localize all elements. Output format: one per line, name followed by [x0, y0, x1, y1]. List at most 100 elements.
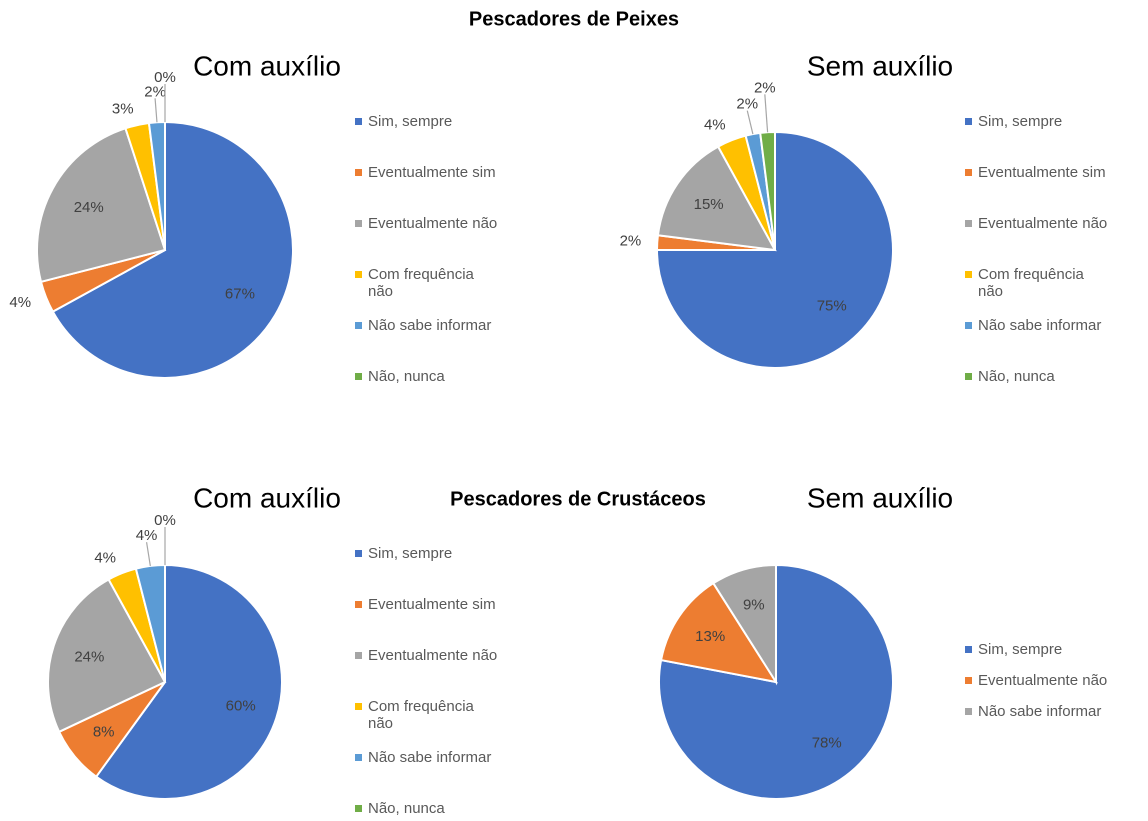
data-label: 2%: [736, 96, 758, 113]
leader-line: [746, 110, 754, 135]
pie-slice: [711, 563, 777, 686]
legend-label: Eventualmente não: [978, 672, 1108, 689]
legend-item: Não, nunca: [965, 368, 1130, 385]
legend-item: Eventualmente sim: [355, 164, 520, 181]
legend-label: Sim, sempre: [978, 113, 1063, 130]
data-label: 4%: [704, 116, 726, 133]
legend-item: Sim, sempre: [965, 113, 1130, 130]
legend-item: Eventualmente não: [965, 672, 1130, 689]
pie-slice: [656, 145, 777, 252]
data-label: 9%: [743, 597, 765, 614]
data-label: 2%: [144, 83, 166, 100]
legend-label: Eventualmente não: [368, 215, 498, 232]
legend-label: Não sabe informar: [368, 749, 492, 766]
legend-swatch: [965, 169, 972, 176]
legend-swatch: [965, 271, 972, 278]
legend-label: Com frequência não: [368, 266, 474, 300]
legend-swatch: [965, 373, 972, 380]
heading: Pescadores de Crustáceos: [450, 488, 706, 510]
legend-item: Com frequência não: [355, 266, 520, 300]
legend-item: Eventualmente não: [965, 215, 1130, 232]
legend-item: Sim, sempre: [355, 113, 520, 130]
legend-swatch: [355, 220, 362, 227]
legend-item: Com frequência não: [355, 698, 520, 732]
legend-swatch: [965, 708, 972, 715]
legend-item: Eventualmente não: [355, 215, 520, 232]
chart-title: Com auxílio: [193, 50, 341, 81]
legend-item: Sim, sempre: [355, 545, 520, 562]
chart-title: Com auxílio: [193, 482, 341, 513]
legend-swatch: [355, 271, 362, 278]
pie-slice: [36, 127, 167, 284]
legend-label: Eventualmente sim: [978, 164, 1106, 181]
legend-swatch: [965, 646, 972, 653]
legend-label: Não sabe informar: [368, 317, 492, 334]
legend-item: Eventualmente sim: [965, 164, 1130, 181]
legend-label: Eventualmente sim: [368, 596, 496, 613]
pie-slice: [51, 120, 294, 379]
leader-line: [145, 542, 151, 567]
heading: Pescadores de Peixes: [469, 8, 679, 30]
legend-item: Não, nunca: [355, 800, 520, 817]
data-label: 4%: [9, 294, 31, 311]
legend-item: Não sabe informar: [965, 317, 1130, 334]
legend-label: Não sabe informar: [978, 317, 1102, 334]
legend-label: Não, nunca: [368, 368, 445, 385]
legend-item: Não sabe informar: [965, 703, 1130, 720]
data-label: 78%: [812, 734, 842, 751]
legend-swatch: [355, 169, 362, 176]
legend-label: Não, nunca: [368, 800, 445, 817]
leader-line: [154, 98, 158, 123]
legend-swatch: [965, 220, 972, 227]
data-label: 15%: [694, 196, 724, 213]
legend-item: Não sabe informar: [355, 749, 520, 766]
legend-item: Eventualmente não: [355, 647, 520, 664]
data-label: 24%: [74, 648, 104, 665]
legend-item: Eventualmente sim: [355, 596, 520, 613]
pie-slice: [655, 130, 894, 369]
legend-label: Não, nunca: [978, 368, 1055, 385]
leader-line: [764, 94, 769, 133]
legend-label: Com frequência não: [368, 698, 474, 732]
pie-slice: [94, 563, 283, 800]
data-label: 67%: [225, 285, 255, 302]
legend-label: Sim, sempre: [978, 641, 1063, 658]
legend-swatch: [355, 754, 362, 761]
legend-swatch: [355, 601, 362, 608]
legend-label: Eventualmente sim: [368, 164, 496, 181]
legend-label: Eventualmente não: [368, 647, 498, 664]
data-label: 2%: [754, 79, 776, 96]
legend-swatch: [965, 677, 972, 684]
data-label: 2%: [620, 233, 642, 250]
chart-title: Sem auxílio: [807, 50, 953, 81]
legend-swatch: [965, 322, 972, 329]
data-label: 60%: [226, 698, 256, 715]
legend-swatch: [355, 118, 362, 125]
chart-title: Sem auxílio: [807, 482, 953, 513]
legend-item: Não sabe informar: [355, 317, 520, 334]
legend-item: Não, nunca: [355, 368, 520, 385]
legend-swatch: [355, 550, 362, 557]
legend-swatch: [355, 652, 362, 659]
pie-slice: [659, 581, 779, 684]
data-label: 24%: [74, 199, 104, 216]
legend-swatch: [355, 373, 362, 380]
legend-swatch: [355, 322, 362, 329]
legend-item: Sim, sempre: [965, 641, 1130, 658]
legend-swatch: [965, 118, 972, 125]
legend-label: Com frequência não: [978, 266, 1084, 300]
legend-swatch: [355, 703, 362, 710]
data-label: 4%: [94, 549, 116, 566]
legend-swatch: [355, 805, 362, 812]
legend-label: Eventualmente não: [978, 215, 1108, 232]
data-label: 13%: [695, 628, 725, 645]
data-label: 3%: [112, 100, 134, 117]
legend-label: Não sabe informar: [978, 703, 1102, 720]
legend-item: Com frequência não: [965, 266, 1130, 300]
data-label: 75%: [817, 298, 847, 315]
data-label: 4%: [136, 527, 158, 544]
legend-label: Sim, sempre: [368, 113, 453, 130]
data-label: 8%: [93, 724, 115, 741]
